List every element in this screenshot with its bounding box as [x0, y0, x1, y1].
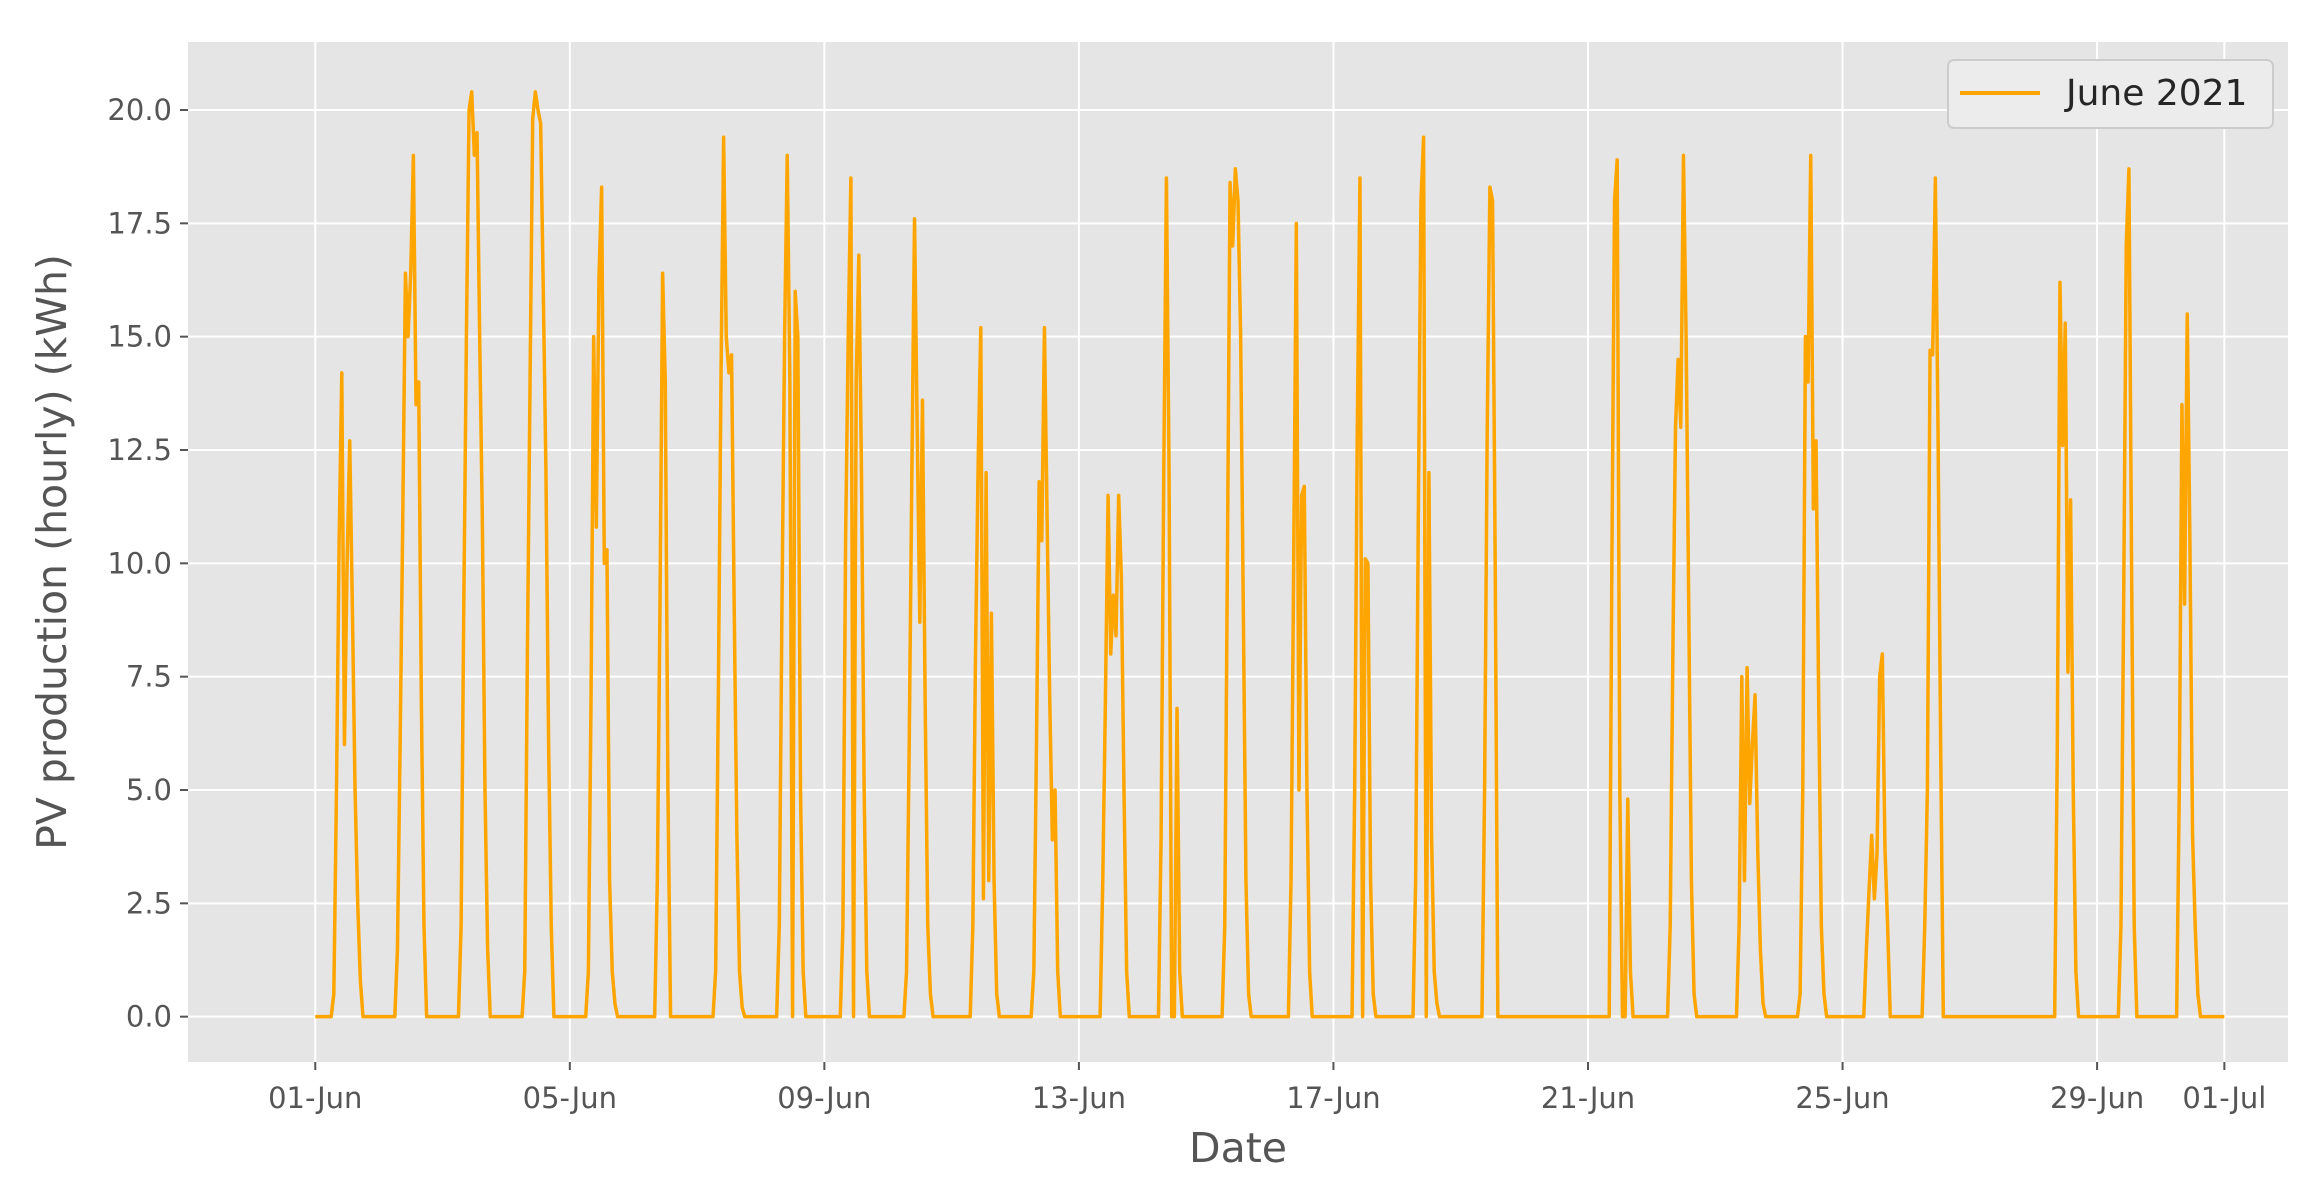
y-tick-label: 15.0 — [107, 320, 172, 354]
x-tick-label: 25-Jun — [1795, 1081, 1889, 1115]
x-tick-label: 05-Jun — [523, 1081, 617, 1115]
series-line-june-2021 — [315, 90, 2225, 1019]
x-tick-label: 17-Jun — [1286, 1081, 1380, 1115]
x-tick-label: 13-Jun — [1032, 1081, 1126, 1115]
y-tick-label: 12.5 — [107, 433, 172, 467]
x-axis-label: Date — [1189, 1124, 1287, 1172]
y-tick-label: 17.5 — [107, 206, 172, 240]
y-tick-label: 20.0 — [107, 93, 172, 127]
y-axis-ticks: 0.0 2.5 5.0 7.5 10.0 12.5 15.0 17.5 20.0 — [107, 93, 188, 1034]
x-tick-label: 09-Jun — [777, 1081, 871, 1115]
legend-label: June 2021 — [2064, 73, 2247, 114]
x-tick-label: 01-Jul — [2182, 1081, 2266, 1115]
y-tick-label: 0.0 — [126, 1000, 172, 1034]
y-tick-label: 7.5 — [126, 660, 172, 694]
legend-box — [1947, 59, 2274, 129]
y-tick-label: 5.0 — [126, 773, 172, 807]
x-tick-label: 21-Jun — [1541, 1081, 1635, 1115]
x-tick-label: 29-Jun — [2050, 1081, 2144, 1115]
y-tick-label: 2.5 — [126, 886, 172, 920]
x-axis-ticks: 01-Jun 05-Jun 09-Jun 13-Jun 17-Jun 21-Jun 25-J… — [268, 1062, 2266, 1115]
x-tick-label: 01-Jun — [268, 1081, 362, 1115]
series-layer — [315, 90, 2225, 1019]
legend: June 2021 — [1947, 59, 2274, 129]
y-tick-label: 10.0 — [107, 546, 172, 580]
y-axis-label: PV production (hourly) (kWh) — [28, 254, 76, 850]
